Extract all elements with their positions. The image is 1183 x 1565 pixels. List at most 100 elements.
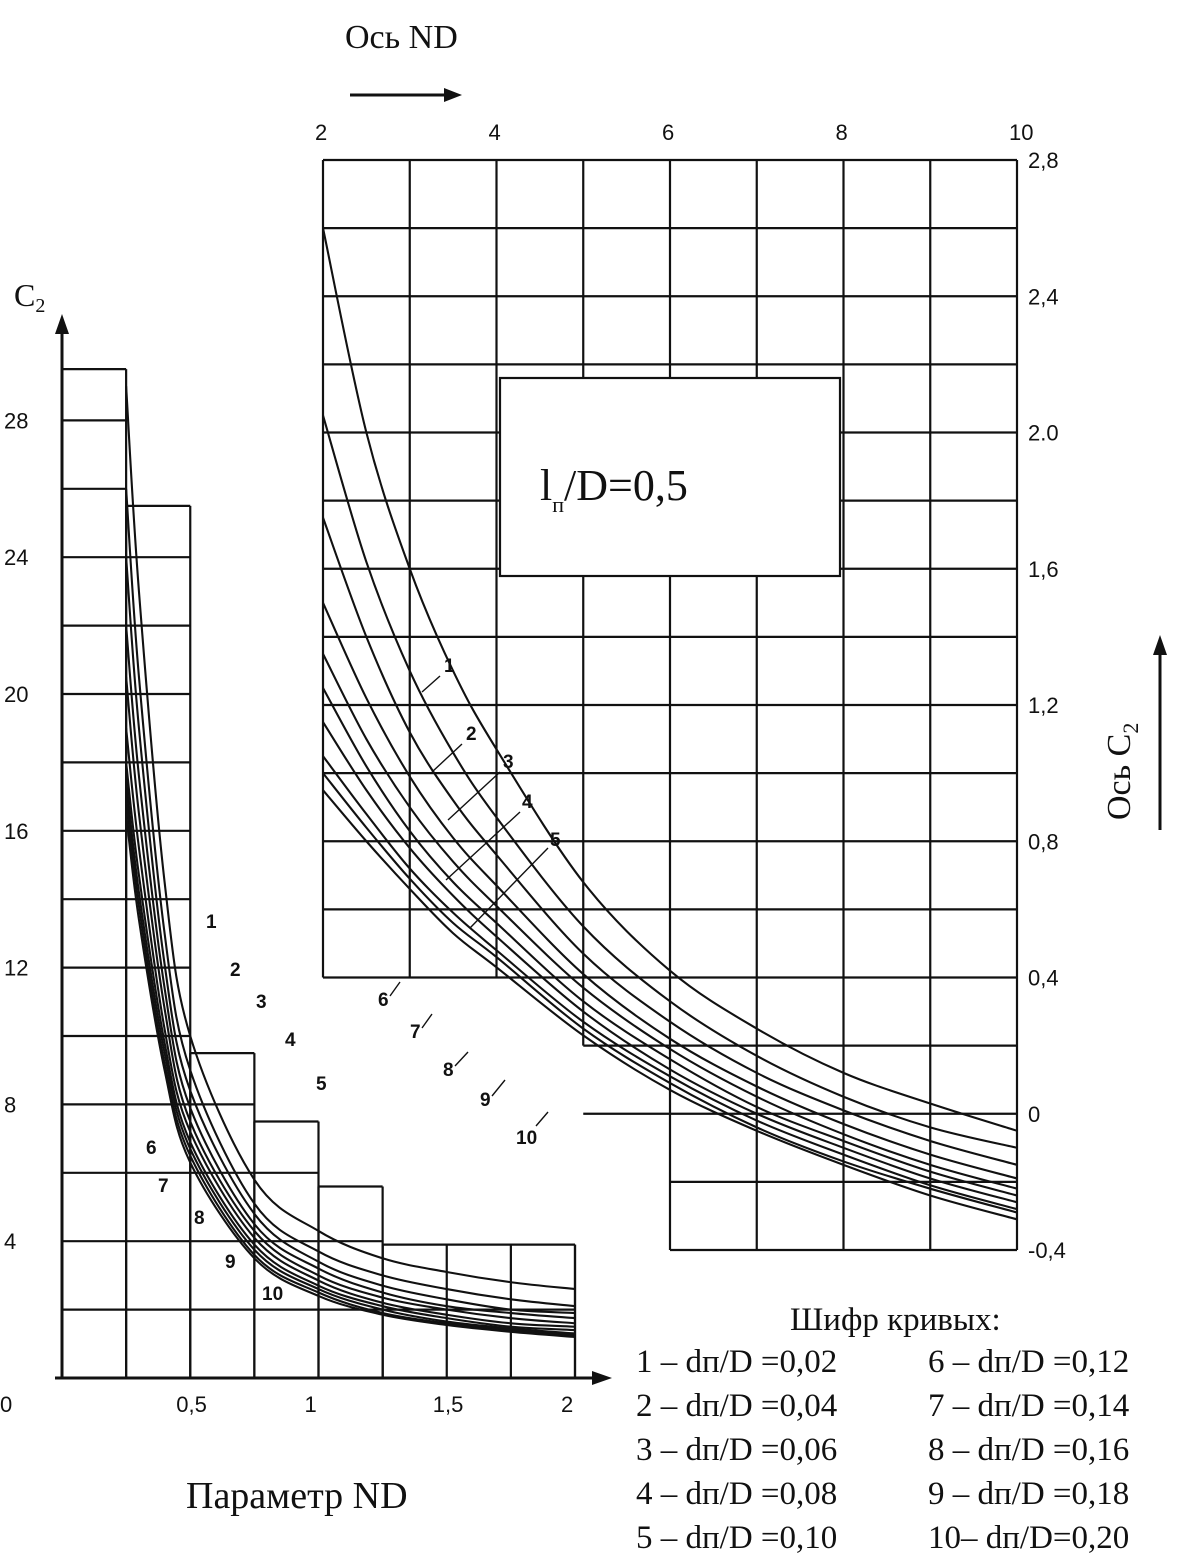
legend-entry: 9 – dп/D =0,18 <box>928 1476 1129 1512</box>
y-tick-label: 2.0 <box>1028 421 1059 446</box>
curve-leader <box>447 771 501 821</box>
legend-entry: 6 – dп/D =0,12 <box>928 1344 1129 1380</box>
curve-label-4: 4 <box>285 1030 296 1051</box>
curve-label-9: 9 <box>480 1090 491 1111</box>
legend-entry: 10– dп/D=0,20 <box>928 1520 1129 1556</box>
x-tick-label: 4 <box>489 120 501 145</box>
y-tick-label: 2,8 <box>1028 148 1059 173</box>
curve-label-8: 8 <box>443 1060 454 1081</box>
y-tick-label: 16 <box>4 819 28 844</box>
x-tick-label: 6 <box>662 120 674 145</box>
legend-entry: 4 – dп/D =0,08 <box>636 1476 837 1512</box>
y-tick-label: 0,4 <box>1028 966 1059 991</box>
curve-2 <box>125 488 576 1308</box>
curve-label-5: 5 <box>316 1074 327 1095</box>
right-chart-y-ticks: 2,8 2,4 2.0 1,6 1,2 0,8 0,4 0 -0,4 <box>1028 148 1066 1263</box>
inset-label: lп/D=0,5 <box>540 461 688 517</box>
legend-entry: 2 – dп/D =0,04 <box>636 1388 837 1424</box>
y-tick-label: 28 <box>4 408 28 433</box>
curve-label-4: 4 <box>522 792 533 813</box>
curve-3 <box>322 517 1018 1166</box>
curve-5 <box>125 676 576 1325</box>
right-axis-title: Ось C2 <box>1101 723 1143 820</box>
curve-9 <box>125 796 576 1337</box>
curve-label-10: 10 <box>262 1284 283 1305</box>
curve-7 <box>125 762 576 1332</box>
top-axis-arrow <box>350 88 462 102</box>
top-axis-title: Ось ND <box>345 19 458 56</box>
y-tick-label: 2,4 <box>1028 284 1059 309</box>
curve-leader <box>431 743 463 773</box>
curve-1 <box>125 386 576 1291</box>
legend-entry: 1 – dп/D =0,02 <box>636 1344 837 1380</box>
left-y-axis <box>55 314 69 1378</box>
curve-4 <box>322 602 1018 1180</box>
curve-label-3: 3 <box>256 992 267 1013</box>
x-tick-label: 0,5 <box>176 1392 207 1417</box>
legend-title: Шифр кривых: <box>790 1302 1001 1338</box>
curve-10 <box>125 813 576 1339</box>
curve-label-2: 2 <box>466 724 477 745</box>
curve-leader <box>421 675 441 693</box>
y-tick-label: 1,2 <box>1028 693 1059 718</box>
curve-5 <box>322 653 1018 1190</box>
curve-2 <box>321 415 1018 1149</box>
y-tick-label: 0 <box>0 1392 12 1417</box>
y-tick-label: 4 <box>4 1229 16 1254</box>
curve-leader <box>421 1013 433 1029</box>
curve-10 <box>322 789 1018 1221</box>
curve-leader <box>469 847 549 929</box>
x-tick-label: 8 <box>836 120 848 145</box>
bottom-axis-title: Параметр ND <box>186 1475 408 1517</box>
x-tick-label: 2 <box>561 1392 573 1417</box>
y-tick-label: 1,6 <box>1028 557 1059 582</box>
curve-leader <box>454 1051 469 1067</box>
legend-entry: 3 – dп/D =0,06 <box>636 1432 837 1468</box>
legend: 1 – dп/D =0,02 2 – dп/D =0,04 3 – dп/D =0,… <box>636 1344 1129 1556</box>
curve-label-5: 5 <box>550 830 561 851</box>
left-chart-y-ticks: 0 4 8 12 16 20 24 28 <box>0 408 28 1417</box>
curve-label-2: 2 <box>230 960 241 981</box>
curve-leader <box>389 981 401 997</box>
right-axis-arrow <box>1153 635 1167 830</box>
curve-label-6: 6 <box>146 1138 157 1159</box>
curve-leader <box>491 1079 506 1097</box>
left-chart-x-ticks: 0,5 1 1,5 2 <box>176 1392 573 1417</box>
curve-label-10: 10 <box>516 1128 537 1149</box>
curve-label-9: 9 <box>225 1252 236 1273</box>
curve-leader <box>535 1111 549 1127</box>
y-tick-label: -0,4 <box>1028 1238 1066 1263</box>
curve-label-7: 7 <box>410 1022 421 1043</box>
y-tick-label: 8 <box>4 1092 16 1117</box>
legend-entry: 5 – dп/D =0,10 <box>636 1520 837 1556</box>
curve-label-7: 7 <box>158 1176 169 1197</box>
x-tick-label: 1,5 <box>433 1392 464 1417</box>
curve-label-6: 6 <box>378 990 389 1011</box>
curve-7 <box>322 721 1018 1204</box>
y-tick-label: 0,8 <box>1028 829 1059 854</box>
y-tick-label: 20 <box>4 682 28 707</box>
curve-6 <box>322 687 1018 1197</box>
y-tick-label: 24 <box>4 545 28 570</box>
x-tick-label: 10 <box>1009 120 1033 145</box>
inset-label-box <box>498 376 842 578</box>
left-x-axis <box>55 1371 612 1385</box>
curve-label-3: 3 <box>503 752 514 773</box>
left-axis-title: C2 <box>14 277 45 317</box>
curve-8 <box>125 779 576 1335</box>
curve-4 <box>125 625 576 1320</box>
curve-1 <box>321 227 1018 1132</box>
right-chart-curve-labels: 1 2 345 67 8 9 10 <box>378 656 561 1149</box>
legend-entry: 7 – dп/D =0,14 <box>928 1388 1129 1424</box>
curve-3 <box>125 557 576 1315</box>
right-chart-x-ticks: 2 4 6 8 10 <box>315 120 1033 145</box>
y-tick-label: 0 <box>1028 1102 1040 1127</box>
curve-8 <box>322 755 1018 1211</box>
legend-entry: 8 – dп/D =0,16 <box>928 1432 1129 1468</box>
x-tick-label: 2 <box>315 120 327 145</box>
y-tick-label: 12 <box>4 956 28 981</box>
curve-6 <box>125 728 576 1328</box>
curve-label-8: 8 <box>194 1208 205 1229</box>
curve-label-1: 1 <box>444 656 455 677</box>
